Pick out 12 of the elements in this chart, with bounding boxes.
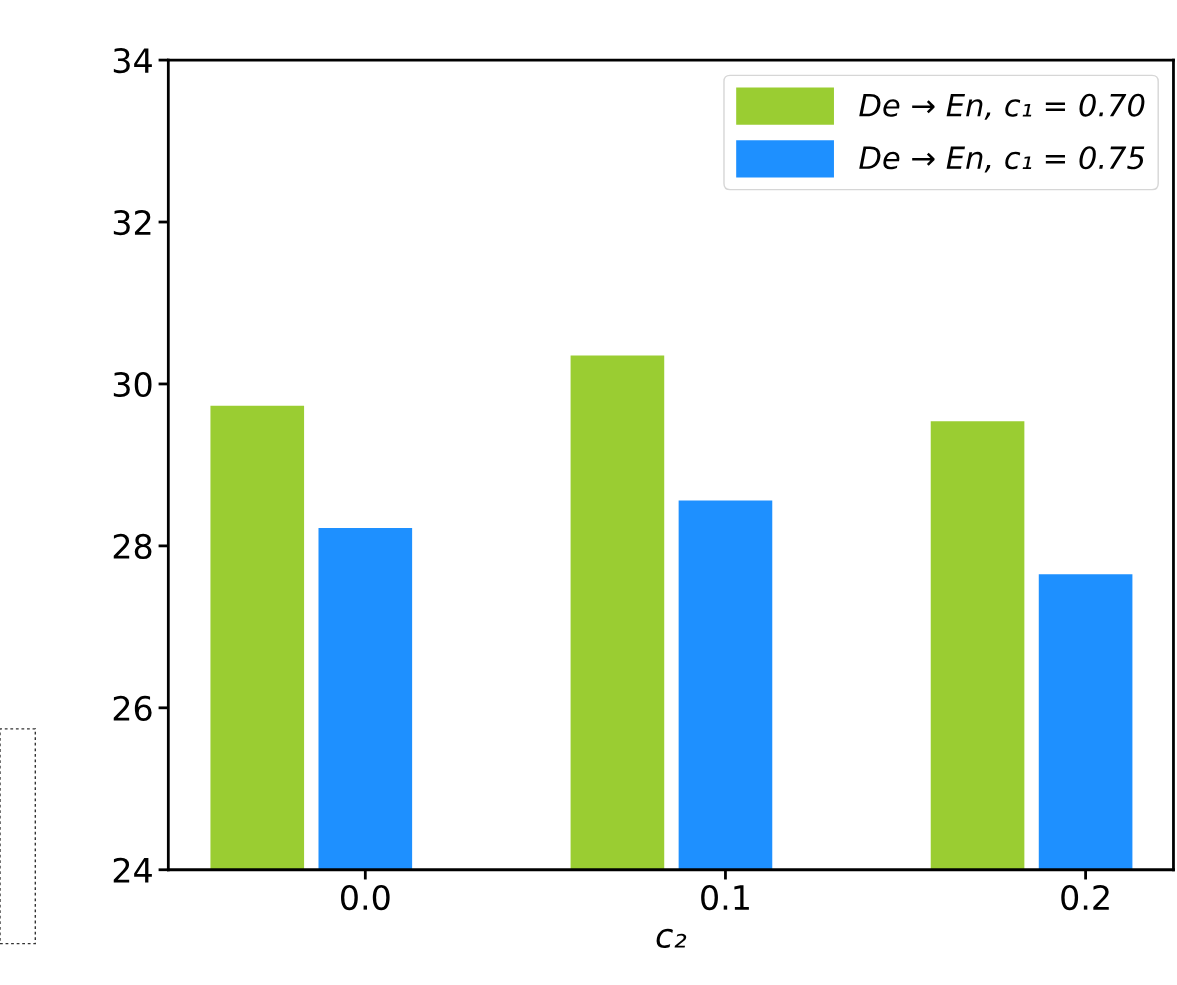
legend-label: De → En, c₁ = 0.70 (859, 93, 1145, 120)
x-tick-label: 0.2 (1061, 884, 1109, 911)
y-tick-label: 32 (113, 209, 151, 236)
legend-label: De → En, c₁ = 0.75 (859, 146, 1145, 173)
y-tick-label: 34 (113, 48, 152, 74)
y-tick-label: 26 (113, 695, 152, 721)
y-tick-label: 30 (113, 371, 152, 398)
y-tick-label: 28 (113, 533, 152, 560)
x-tick-label: 0.1 (701, 884, 749, 911)
x-tick-label: 0.0 (341, 884, 390, 911)
x-axis-title: c₂ (656, 928, 687, 948)
y-tick-label: 24 (113, 857, 152, 883)
